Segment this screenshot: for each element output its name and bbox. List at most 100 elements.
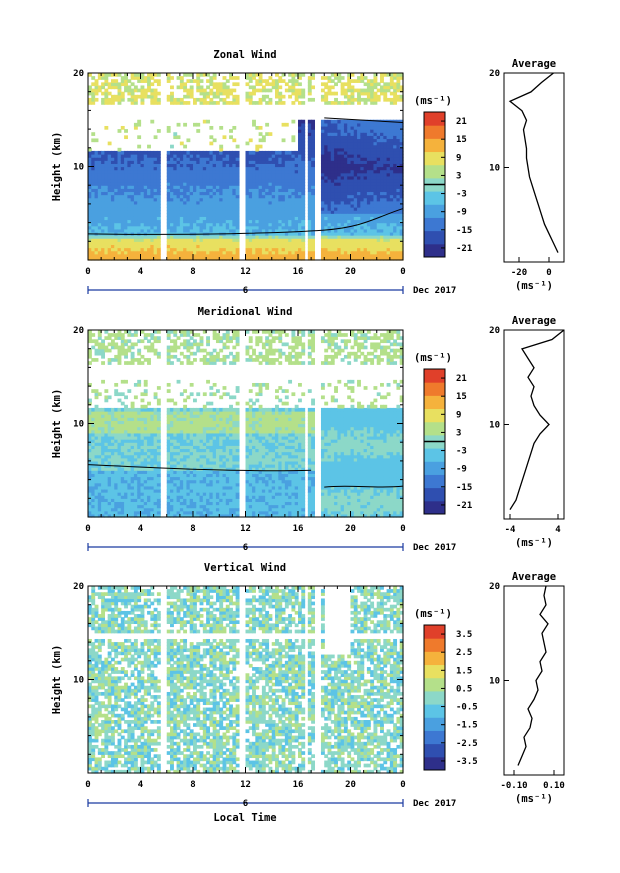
- heatmap-cell: [337, 132, 342, 136]
- heatmap-cell: [307, 125, 312, 130]
- heatmap-cell: [114, 423, 119, 428]
- heatmap-cell: [147, 256, 151, 261]
- heatmap-cell: [117, 361, 122, 365]
- heatmap-cell: [363, 238, 368, 242]
- heatmap-cell: [124, 351, 128, 356]
- heatmap-cell: [343, 203, 348, 208]
- heatmap-cell: [340, 207, 345, 211]
- heatmap-cell: [127, 244, 132, 249]
- heatmap-cell: [140, 160, 145, 164]
- heatmap-cell: [258, 172, 263, 177]
- heatmap-cell: [301, 188, 306, 193]
- heatmap-cell: [209, 235, 214, 239]
- heatmap-cell: [235, 154, 240, 158]
- heatmap-cell: [222, 191, 227, 196]
- heatmap-cell: [370, 154, 375, 158]
- heatmap-cell: [288, 185, 293, 189]
- heatmap-cell: [199, 253, 204, 258]
- heatmap-cell: [130, 439, 135, 443]
- heatmap-cell: [271, 225, 276, 230]
- heatmap-cell: [219, 203, 224, 208]
- heatmap-cell: [258, 169, 263, 174]
- heatmap-cell: [350, 250, 355, 255]
- heatmap-cell: [101, 256, 106, 261]
- heatmap-cell: [137, 250, 142, 255]
- heatmap-cell: [101, 219, 106, 224]
- heatmap-cell: [252, 213, 256, 217]
- heatmap-cell: [353, 182, 358, 186]
- heatmap-cell: [350, 235, 355, 239]
- heatmap-cell: [225, 228, 230, 233]
- heatmap-cell: [114, 358, 119, 362]
- heatmap-cell: [120, 94, 125, 99]
- heatmap-cell: [137, 197, 142, 202]
- heatmap-cell: [147, 358, 151, 362]
- heatmap-cell: [137, 420, 142, 425]
- heatmap-cell: [284, 160, 289, 164]
- heatmap-cell: [252, 197, 256, 202]
- heatmap-cell: [94, 485, 99, 490]
- heatmap-cell: [107, 182, 112, 186]
- heatmap-cell: [347, 210, 352, 214]
- heatmap-cell: [140, 169, 145, 174]
- heatmap-cell: [252, 231, 256, 236]
- heatmap-cell: [340, 157, 345, 161]
- heatmap-cell: [202, 207, 207, 211]
- heatmap-cell: [229, 157, 233, 161]
- heatmap-cell: [363, 169, 368, 174]
- heatmap-cell: [166, 73, 171, 77]
- heatmap-cell: [219, 241, 224, 246]
- heatmap-cell: [281, 253, 286, 258]
- heatmap-cell: [265, 150, 270, 155]
- heatmap-cell: [117, 498, 122, 503]
- heatmap-cell: [232, 82, 237, 87]
- heatmap-cell: [284, 88, 289, 93]
- heatmap-cell: [363, 132, 368, 136]
- heatmap-cell: [196, 182, 201, 186]
- heatmap-cell: [311, 213, 316, 217]
- heatmap-cell: [88, 235, 92, 239]
- heatmap-cell: [110, 194, 115, 199]
- heatmap-cell: [370, 138, 375, 143]
- heatmap-cell: [130, 467, 135, 471]
- heatmap-cell: [137, 495, 142, 499]
- heatmap-cell: [360, 125, 365, 130]
- heatmap-cell: [330, 235, 335, 239]
- heatmap-cell: [166, 225, 171, 230]
- heatmap-cell: [330, 160, 335, 164]
- heatmap-cell: [88, 250, 92, 255]
- heatmap-cell: [212, 222, 217, 227]
- heatmap-cell: [114, 448, 119, 453]
- heatmap-cell: [114, 94, 119, 99]
- heatmap-cell: [399, 147, 404, 152]
- heatmap-cell: [120, 407, 125, 412]
- heatmap-cell: [357, 91, 361, 96]
- heatmap-cell: [232, 228, 237, 233]
- heatmap-cell: [229, 169, 233, 174]
- heatmap-cell: [248, 197, 253, 202]
- heatmap-cell: [117, 150, 122, 155]
- heatmap-cell: [104, 448, 109, 453]
- heatmap-cell: [278, 210, 283, 214]
- heatmap-cell: [215, 210, 220, 214]
- heatmap-cell: [320, 244, 325, 249]
- heatmap-cell: [170, 256, 174, 261]
- heatmap-cell: [261, 238, 266, 242]
- heatmap-cell: [101, 445, 106, 450]
- heatmap-cell: [104, 154, 109, 158]
- heatmap-cell: [281, 256, 286, 261]
- heatmap-cell: [143, 228, 148, 233]
- heatmap-cell: [271, 247, 276, 252]
- heatmap-cell: [324, 182, 329, 186]
- heatmap-cell: [288, 207, 293, 211]
- heatmap-cell: [88, 479, 92, 484]
- heatmap-cell: [186, 175, 191, 180]
- heatmap-cell: [212, 194, 217, 199]
- heatmap-cell: [156, 188, 161, 193]
- heatmap-cell: [275, 200, 279, 205]
- heatmap-cell: [133, 247, 138, 252]
- heatmap-cell: [104, 169, 109, 174]
- heatmap-cell: [271, 79, 276, 83]
- heatmap-cell: [393, 101, 398, 105]
- heatmap-cell: [340, 85, 345, 90]
